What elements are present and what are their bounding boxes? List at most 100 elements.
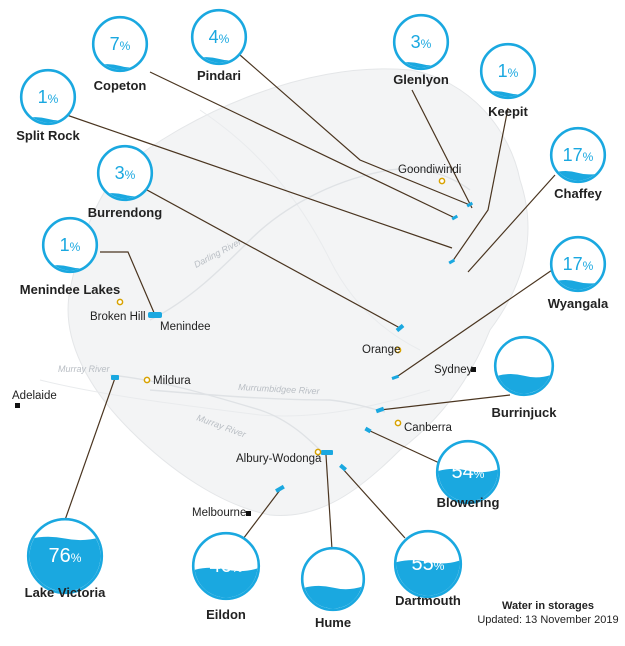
gauge-copeton[interactable]: 7% Copeton: [91, 15, 149, 93]
gauge-water-fill: [552, 279, 604, 290]
town-marker-orange: [394, 346, 402, 354]
gauge-percent-sign: %: [421, 37, 432, 51]
gauge-chaffey[interactable]: 17% Chaffey: [549, 126, 607, 201]
gauge-percent-sign: %: [48, 92, 59, 106]
gauge-disc: [191, 9, 247, 65]
gauge-percent-value: 3: [411, 32, 421, 52]
gauge-disc: [97, 145, 153, 201]
gauge-ring: [300, 546, 366, 612]
leader-copeton: [149, 71, 456, 219]
gauge-menindee-lakes[interactable]: 1% Menindee Lakes: [20, 216, 120, 297]
gauge-label-copeton: Copeton: [94, 78, 147, 93]
gauge-percent-value: 46: [210, 555, 232, 577]
leader-dartmouth: [341, 467, 406, 539]
gauge-lake-victoria[interactable]: 76% Lake Victoria: [25, 517, 106, 600]
gauge-ring: [549, 235, 607, 293]
gauge-percent-value: 34: [509, 356, 529, 376]
gauge-ring: [479, 42, 537, 100]
gauge-ring: [96, 144, 154, 202]
leader-lines: [57, 54, 556, 566]
leader-split-rock: [57, 111, 453, 249]
gauge-blowering[interactable]: 54% Blowering: [435, 439, 501, 510]
gauge-percent-value: 7: [110, 34, 120, 54]
town-label-mildura: Mildura: [153, 375, 191, 387]
place-markers: Goondiwindi Broken Hill Menindee Mildura…: [12, 164, 476, 519]
gauge-percent-sign: %: [120, 39, 131, 53]
gauge-pindari[interactable]: 4% Pindari: [190, 8, 248, 83]
town-label-broken-hill: Broken Hill: [90, 311, 146, 323]
town-label-goondiwindi: Goondiwindi: [398, 164, 461, 176]
gauge-percent-sign: %: [339, 574, 350, 588]
gauge-ring: [190, 8, 248, 66]
leader-pindari: [239, 54, 471, 206]
gauge-ring: [393, 529, 463, 599]
gauge-wyangala[interactable]: 17% Wyangala: [548, 235, 609, 311]
basin-outline: [39, 68, 529, 517]
gauge-label-chaffey: Chaffey: [554, 186, 602, 201]
storage-marker-wyangala: [391, 374, 400, 380]
gauge-percent-sign: %: [125, 168, 136, 182]
capital-label-melbourne: Melbourne: [192, 507, 246, 519]
gauge-percent-value: 17: [563, 145, 583, 165]
gauge-percent: 3%: [115, 163, 136, 183]
gauge-glenlyon[interactable]: 3% Glenlyon: [392, 13, 450, 87]
gauge-percent-sign: %: [219, 32, 230, 46]
gauge-eildon[interactable]: 46% Eildon: [191, 531, 261, 622]
gauge-percent-value: 37: [317, 568, 339, 590]
gauge-percent-sign: %: [71, 551, 82, 565]
town-label-orange: Orange: [362, 344, 400, 356]
gauge-percent-sign: %: [70, 240, 81, 254]
gauge-hume[interactable]: 37% Hume: [300, 546, 366, 630]
gauge-label-burrendong: Burrendong: [88, 205, 162, 220]
gauge-percent: 3%: [411, 32, 432, 52]
leader-hume: [325, 454, 334, 566]
leader-burrinjuck: [379, 394, 511, 411]
gauge-label-hume: Hume: [315, 615, 351, 630]
leader-keepit: [451, 107, 509, 263]
leader-burrendong: [124, 177, 401, 329]
gauge-percent-sign: %: [583, 150, 594, 164]
gauge-percent: 17%: [563, 145, 594, 165]
gauge-dartmouth[interactable]: 55% Dartmouth: [393, 529, 463, 608]
gauge-burrendong[interactable]: 3% Burrendong: [88, 144, 162, 220]
gauge-label-wyangala: Wyangala: [548, 296, 609, 311]
gauge-percent: 34%: [509, 356, 540, 376]
storage-marker-menindee: [148, 312, 162, 318]
town-marker-mildura: [143, 376, 151, 384]
storage-markers: [111, 201, 474, 493]
gauge-ring: [549, 126, 607, 184]
gauge-ring: [191, 531, 261, 601]
footer-title: Water in storages: [502, 600, 594, 612]
gauge-ring: [26, 517, 104, 595]
gauge-keepit[interactable]: 1% Keepit: [479, 42, 537, 119]
gauge-percent-sign: %: [434, 559, 445, 573]
gauge-percent-value: 1: [38, 87, 48, 107]
footer-updated: Updated: 13 November 2019: [477, 614, 618, 626]
capital-marker-sydney: [471, 367, 476, 372]
gauge-water-fill: [29, 536, 101, 592]
storage-marker-keepit: [448, 258, 456, 265]
gauge-label-keepit: Keepit: [488, 104, 528, 119]
storage-marker-pindari: [466, 201, 474, 208]
gauge-percent: 4%: [209, 27, 230, 47]
gauge-percent-value: 4: [209, 27, 219, 47]
gauge-ring: [41, 216, 99, 274]
gauge-ring: [392, 13, 450, 71]
capital-marker-melbourne: [246, 511, 251, 516]
gauge-percent-sign: %: [474, 467, 485, 481]
gauge-burrinjuck[interactable]: 34% Burrinjuck: [491, 335, 557, 420]
gauge-percent: 54%: [452, 461, 485, 483]
town-marker-broken-hill: [116, 298, 124, 306]
gauge-label-menindee-lakes: Menindee Lakes: [20, 282, 120, 297]
gauge-split-rock[interactable]: 1% Split Rock: [16, 68, 81, 143]
gauge-label-burrinjuck: Burrinjuck: [491, 405, 557, 420]
storage-marker-burrendong: [395, 323, 405, 333]
storage-marker-burrinjuck: [375, 406, 385, 414]
gauge-label-blowering: Blowering: [437, 495, 500, 510]
town-marker-albury-wodonga: [314, 448, 322, 456]
gauge-label-dartmouth: Dartmouth: [395, 593, 461, 608]
storage-gauges: 7% Copeton 4% Pindari 3% Glenlyon 1% Keepit 1% Sp…: [16, 8, 609, 630]
gauge-disc: [20, 69, 76, 125]
gauge-percent-value: 1: [498, 61, 508, 81]
